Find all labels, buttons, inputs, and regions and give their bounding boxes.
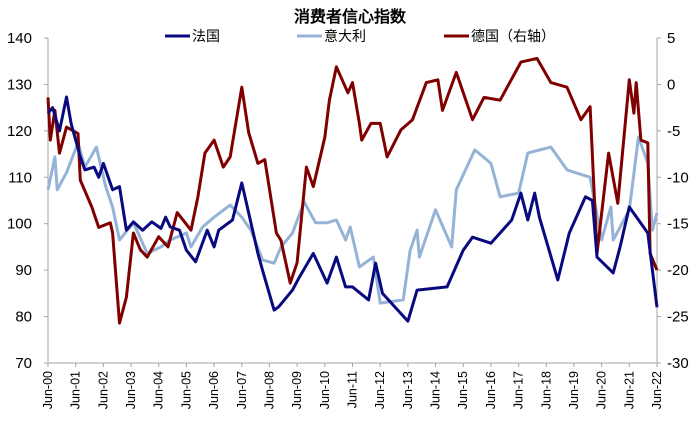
x-tick-label: Jun-15 xyxy=(456,371,470,409)
axes: 70 80 90 100 110 120 130 140 -30 -25 -20 -15 -10 -5 0 5… xyxy=(7,30,689,409)
left-tick-label: 120 xyxy=(7,123,32,140)
right-tick-label: -20 xyxy=(667,262,689,279)
right-tick-label: -10 xyxy=(667,169,689,186)
left-tick-label: 130 xyxy=(7,76,32,93)
left-tick-label: 110 xyxy=(8,169,32,186)
x-tick-label: Jun-14 xyxy=(429,371,443,409)
x-tick-label: Jun-16 xyxy=(484,371,498,409)
x-tick-label: Jun-10 xyxy=(318,371,332,409)
legend: 法国 意大利 德国（右轴） xyxy=(165,28,555,44)
left-tick-label: 70 xyxy=(15,355,32,372)
left-tick-label: 80 xyxy=(15,309,32,326)
x-tick-label: Jun-13 xyxy=(401,371,415,409)
x-tick-label: Jun-03 xyxy=(124,371,138,409)
x-tick-label: Jun-17 xyxy=(512,371,526,409)
right-tick-label: -30 xyxy=(667,355,689,372)
right-tick-label: -5 xyxy=(667,123,680,140)
series-line-0 xyxy=(48,97,657,321)
x-tick-label: Jun-08 xyxy=(262,371,276,409)
left-tick-label: 100 xyxy=(7,216,32,233)
x-tick-label: Jun-09 xyxy=(290,371,304,409)
x-tick-label: Jun-11 xyxy=(346,371,360,408)
x-tick-label: Jun-06 xyxy=(207,371,221,409)
x-tick-label: Jun-18 xyxy=(539,371,553,409)
x-tick-label: Jun-04 xyxy=(152,371,166,409)
x-tick-label: Jun-02 xyxy=(96,371,110,409)
x-tick-label: Jun-00 xyxy=(41,371,55,409)
series-line-2 xyxy=(48,58,657,323)
left-tick-label: 140 xyxy=(7,30,32,47)
x-tick-label: Jun-21 xyxy=(622,371,636,409)
legend-label: 意大利 xyxy=(324,28,366,44)
x-tick-label: Jun-05 xyxy=(179,371,193,409)
x-tick-label: Jun-12 xyxy=(373,371,387,409)
x-tick-label: Jun-20 xyxy=(595,371,609,409)
x-tick-label: Jun-07 xyxy=(235,371,249,409)
x-tick-label: Jun-01 xyxy=(69,371,83,409)
right-tick-label: 0 xyxy=(667,76,675,93)
plot-area xyxy=(48,58,657,323)
x-tick-label: Jun-19 xyxy=(567,371,581,409)
right-tick-label: 5 xyxy=(667,30,675,47)
legend-label: 法国 xyxy=(192,28,220,44)
series-line-1 xyxy=(48,137,657,303)
right-tick-label: -25 xyxy=(667,309,689,326)
chart-title: 消费者信心指数 xyxy=(294,7,407,26)
right-tick-label: -15 xyxy=(667,216,689,233)
legend-label: 德国（右轴） xyxy=(471,28,555,44)
x-tick-label: Jun-22 xyxy=(650,371,664,409)
left-tick-label: 90 xyxy=(15,262,32,279)
